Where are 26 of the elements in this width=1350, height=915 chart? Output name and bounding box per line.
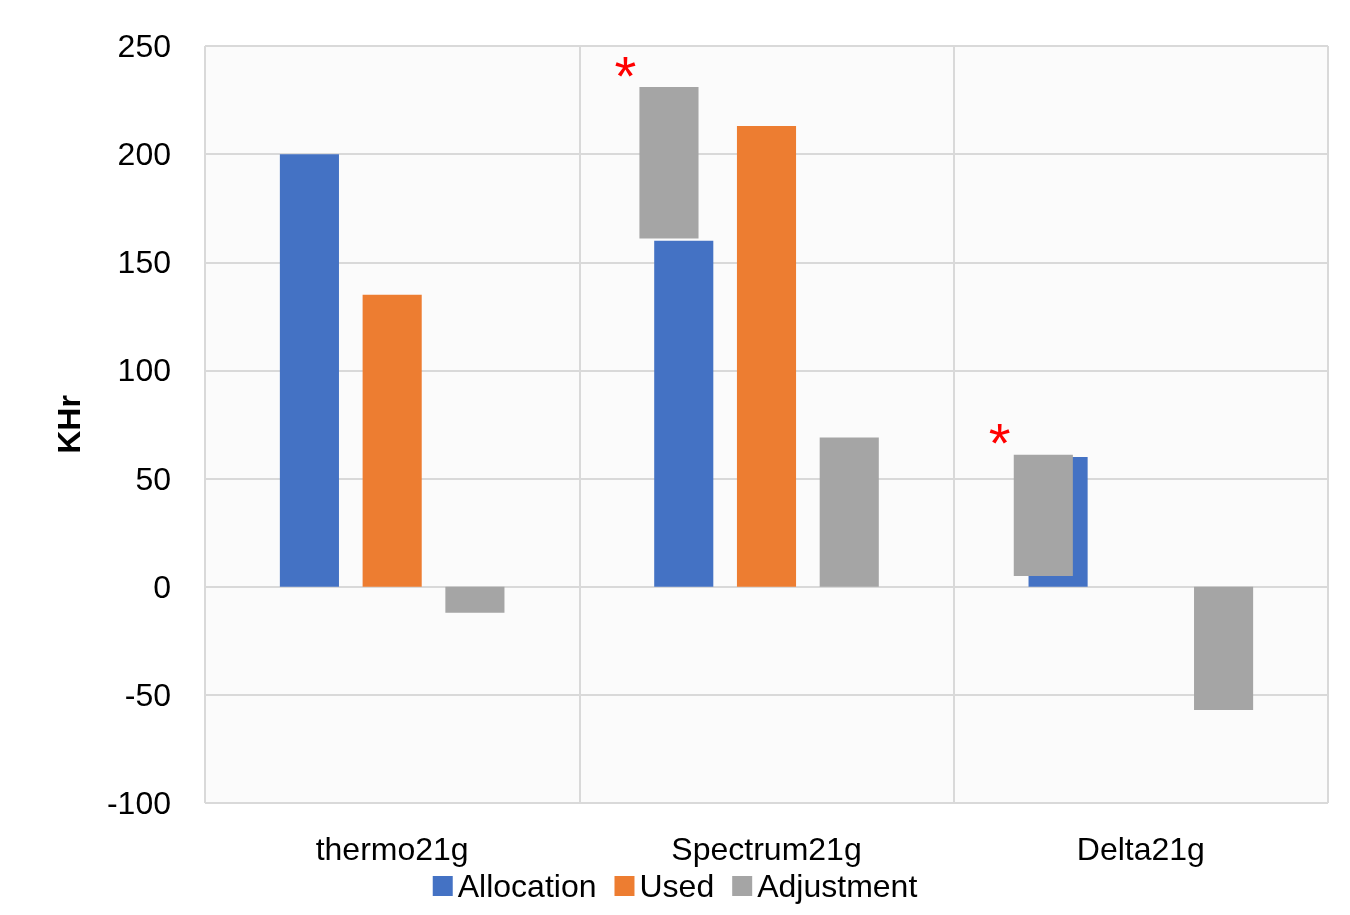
y-tick-label: -50 — [124, 676, 171, 713]
annotation: * — [614, 43, 637, 107]
legend-label: Used — [639, 868, 715, 904]
bar — [1013, 454, 1073, 576]
annotation: * — [988, 411, 1011, 475]
y-tick-label: 0 — [153, 568, 171, 605]
bar — [654, 240, 714, 587]
bar — [1194, 586, 1254, 710]
y-tick-label: 200 — [117, 136, 171, 173]
legend-label: Allocation — [457, 868, 597, 904]
x-tick-label: thermo21g — [315, 831, 469, 867]
y-axis-title: KHr — [51, 395, 87, 454]
legend-label: Adjustment — [757, 868, 918, 904]
x-tick-label: Spectrum21g — [671, 831, 862, 867]
y-tick-label: -100 — [106, 785, 171, 821]
bar — [279, 154, 339, 587]
bar — [445, 586, 505, 613]
bar — [639, 87, 699, 239]
x-tick-label: Delta21g — [1076, 831, 1205, 867]
y-tick-label: 150 — [117, 244, 171, 281]
y-tick-label: 100 — [117, 352, 171, 389]
bar — [362, 294, 422, 587]
y-tick-label: 250 — [117, 28, 171, 64]
bar — [736, 126, 797, 587]
y-tick-label: 50 — [135, 460, 171, 497]
bar — [819, 437, 879, 587]
